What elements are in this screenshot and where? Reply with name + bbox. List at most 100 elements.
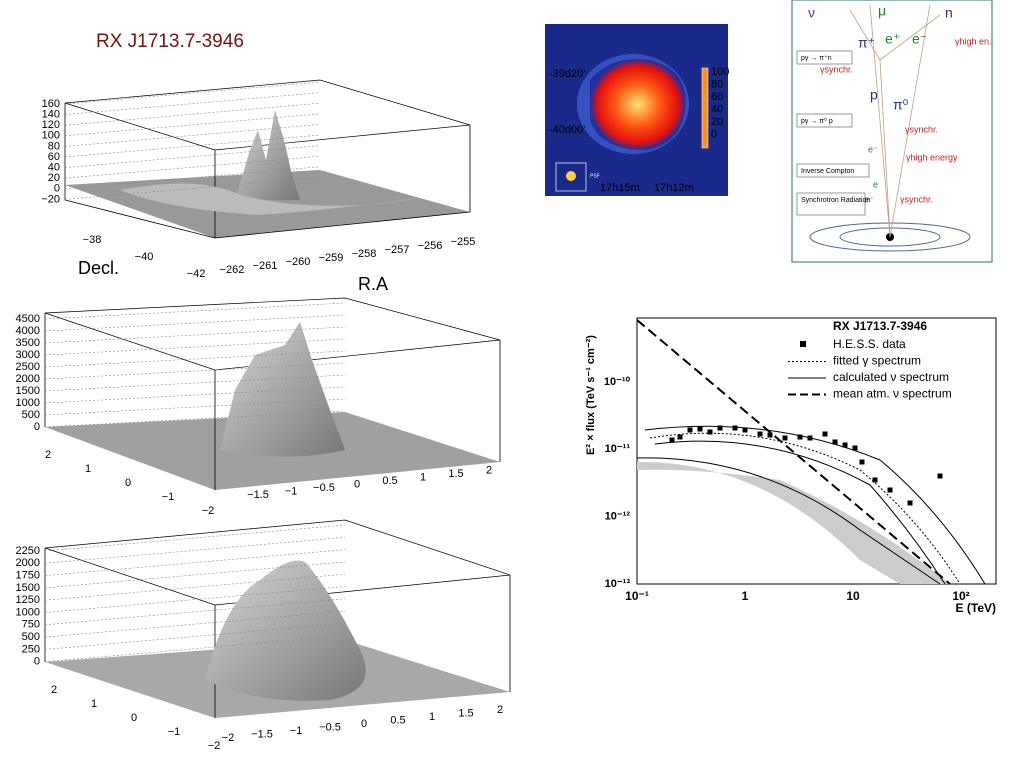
surface-plot-1	[64, 79, 471, 239]
y-label: E² × flux (TeV s⁻¹ cm⁻²)	[585, 335, 597, 455]
x-tick: −1	[290, 725, 303, 737]
x-tick: −255	[451, 236, 476, 248]
grid-line	[64, 134, 321, 158]
title: RX J1713.7-3946	[96, 31, 244, 52]
diagram-label: γsynchr.	[900, 194, 933, 204]
x-tick: 0.5	[382, 475, 397, 487]
diagram-label: e	[873, 179, 878, 189]
x-tick: −260	[286, 256, 311, 268]
data-point	[852, 445, 858, 451]
y-tick: −1	[162, 491, 175, 503]
data-point	[697, 426, 703, 432]
x-tick: −257	[385, 244, 410, 256]
legend-entry: fitted γ spectrum	[833, 354, 921, 368]
colorbar-tick: 20	[711, 116, 723, 128]
z-tick: 60	[48, 151, 60, 163]
grid-line	[64, 124, 321, 147]
diagram	[791, 0, 993, 263]
diagram-box	[796, 163, 870, 178]
diagram-label: γhigh energy	[906, 152, 958, 162]
z-tick: 0	[54, 183, 60, 195]
z-tick: 3000	[16, 349, 40, 361]
diagram-box	[796, 50, 853, 65]
grid-line	[64, 166, 321, 190]
z-tick: 100	[42, 130, 60, 142]
data-point	[717, 425, 723, 431]
diagram-label: π⁰	[893, 97, 909, 113]
diagram-label: γhigh en.	[955, 36, 992, 46]
x-tick: 10²	[952, 589, 969, 603]
y-tick: −38	[83, 234, 102, 246]
z-tick: 1250	[16, 594, 40, 606]
legend-entry: H.E.S.S. data	[833, 337, 906, 351]
data-point	[842, 442, 848, 448]
grid-line	[64, 102, 321, 126]
x-tick: 0	[354, 478, 360, 490]
diagram-box-label: pγ → π⁰ p	[801, 117, 833, 125]
diagram-label: p	[870, 87, 878, 103]
data-point	[707, 429, 713, 435]
data-point	[742, 427, 748, 433]
grid-line	[64, 92, 321, 115]
diagram-label: ν	[808, 5, 815, 21]
z-tick: 1000	[16, 397, 40, 409]
z-tick: 4000	[16, 325, 40, 337]
dec-label: -40d00'	[549, 124, 585, 136]
z-tick: 2250	[16, 545, 40, 557]
data-point	[669, 437, 675, 443]
z-tick: 80	[48, 140, 60, 152]
sky-map	[545, 24, 728, 196]
y-tick: 1	[91, 698, 97, 710]
z-tick: 2500	[16, 361, 40, 373]
z-tick: −20	[41, 193, 60, 205]
y-tick: 0	[131, 712, 137, 724]
y-tick: −40	[135, 251, 154, 263]
legend-swatch	[800, 341, 806, 347]
ra-label: 17h12m	[654, 182, 694, 194]
data-point	[887, 487, 893, 493]
z-tick: 1000	[16, 606, 40, 618]
grid-line	[64, 145, 321, 168]
data-point	[687, 427, 693, 433]
y-tick: 0	[125, 477, 131, 489]
z-tick: 40	[48, 162, 60, 174]
x-tick: 10	[846, 589, 860, 603]
z-tick: 3500	[16, 337, 40, 349]
spectrum-plot	[636, 317, 997, 585]
colorbar-tick: 100	[711, 66, 729, 78]
y-tick: 2	[51, 684, 57, 696]
diagram-label: e⁻	[912, 31, 927, 47]
colorbar-tick: 40	[711, 103, 723, 115]
z-tick: 4500	[16, 313, 40, 325]
grid-line	[64, 81, 321, 105]
z-tick: 750	[22, 619, 40, 631]
x-tick: 1	[429, 711, 435, 723]
z-tick: 20	[48, 172, 60, 184]
y-tick: −2	[202, 505, 215, 517]
colorbar-tick: 80	[711, 78, 723, 90]
z-tick: 500	[22, 409, 40, 421]
colorbar-tick: 60	[711, 91, 723, 103]
data-point	[732, 425, 738, 431]
x-tick: −0.5	[319, 721, 341, 733]
data-point	[677, 434, 683, 440]
diagram-label: e⁻	[868, 144, 878, 154]
diagram-box	[796, 113, 853, 128]
legend-entry: mean atm. ν spectrum	[833, 387, 952, 401]
x-tick: 10⁻¹	[625, 589, 649, 603]
x-tick: −256	[418, 240, 443, 252]
x-tick: −1.5	[247, 489, 269, 501]
x-label: E (TeV)	[956, 601, 996, 615]
x-tick: −0.5	[313, 482, 335, 494]
y-tick: −42	[187, 268, 206, 280]
grid-line	[64, 177, 321, 200]
y-tick: 10⁻¹¹	[605, 443, 631, 455]
x-tick: −262	[220, 264, 245, 276]
z-tick: 1750	[16, 570, 40, 582]
x-tick: 2	[497, 704, 503, 716]
data-point	[872, 477, 878, 483]
data-point	[767, 432, 773, 438]
data-point	[859, 459, 865, 465]
x-tick: 2	[486, 464, 492, 476]
